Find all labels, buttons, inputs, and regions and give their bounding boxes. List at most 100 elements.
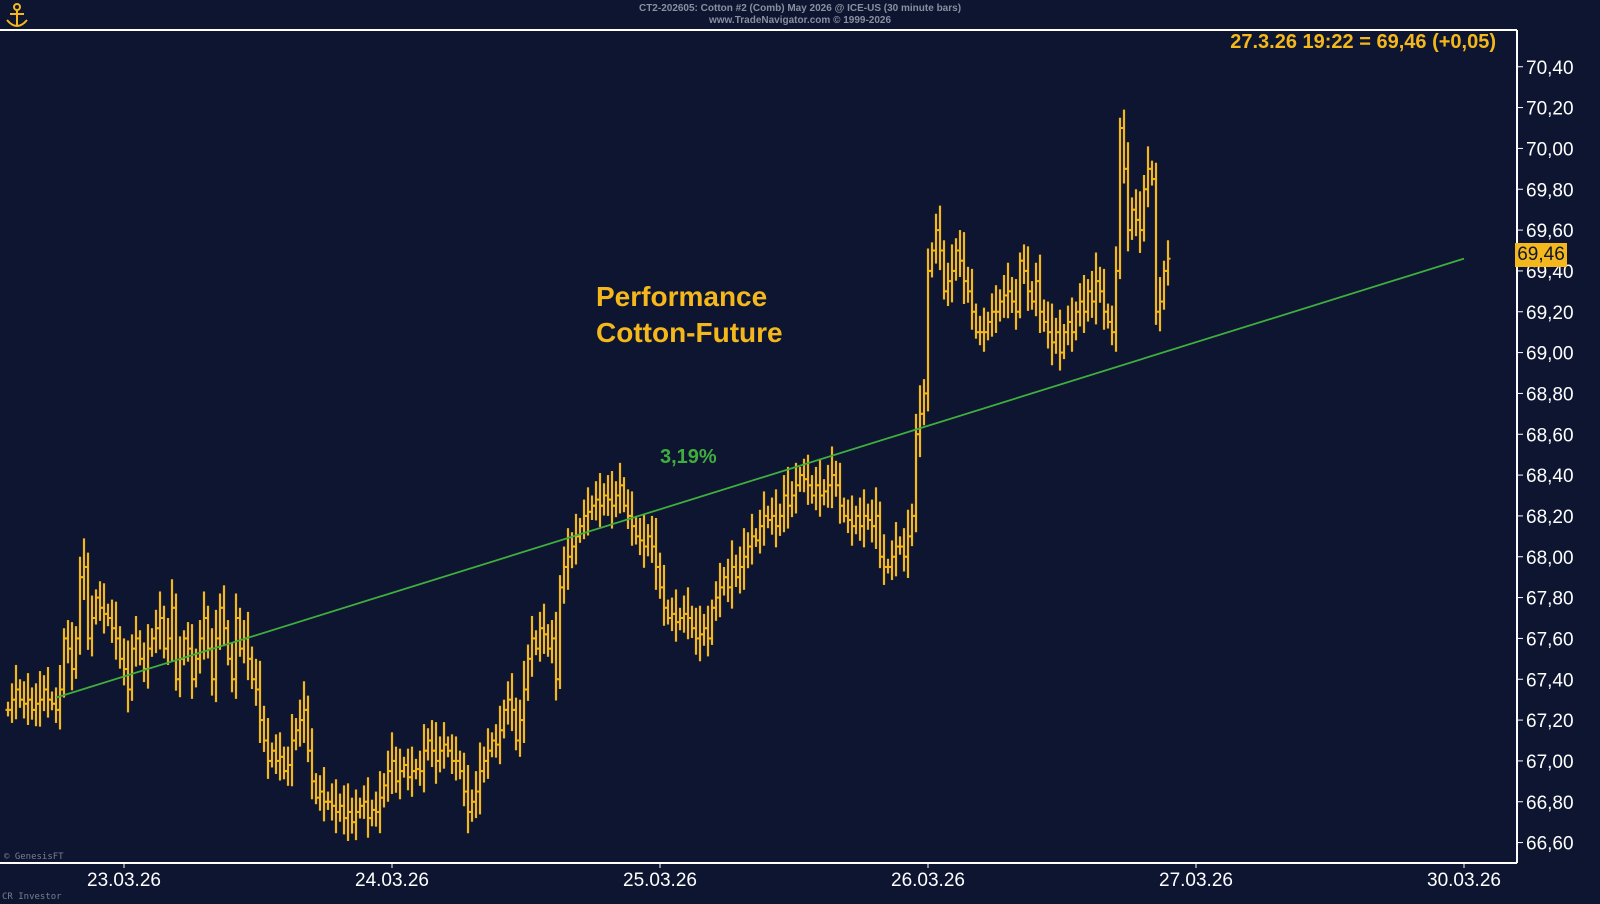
ohlc-bar [1101, 268, 1107, 330]
ohlc-bar [1117, 117, 1123, 280]
ohlc-bar [633, 515, 639, 545]
ohlc-bar [13, 664, 19, 720]
ohlc-bar [285, 746, 291, 786]
ohlc-bar [981, 307, 987, 352]
y-tick-label: 70,40 [1526, 58, 1574, 79]
ohlc-bar [653, 517, 659, 590]
ohlc-bar [349, 797, 355, 834]
ohlc-bar [189, 624, 195, 699]
ohlc-bar [181, 630, 187, 666]
x-tick-label: 23.03.26 [87, 870, 161, 891]
ohlc-bar [845, 499, 851, 534]
ohlc-bar [729, 540, 735, 609]
ohlc-bar [777, 503, 783, 536]
y-tick-label: 68,20 [1526, 507, 1574, 528]
ohlc-bar [29, 687, 35, 720]
ohlc-bar [553, 611, 559, 701]
ohlc-bar [289, 713, 295, 787]
ohlc-bar [81, 538, 87, 601]
ohlc-bar [313, 773, 319, 805]
ohlc-bar [89, 595, 95, 657]
ohlc-bar [501, 699, 507, 739]
ohlc-bar [549, 620, 555, 664]
ohlc-bar [485, 728, 491, 779]
ohlc-bar [105, 603, 111, 627]
ohlc-bar [973, 303, 979, 339]
ohlc-bar [101, 583, 107, 634]
ohlc-bar [937, 205, 943, 271]
ohlc-bar [445, 736, 451, 758]
ohlc-bar [741, 528, 747, 590]
y-tick-label: 69,20 [1526, 303, 1574, 324]
performance-annotation: Performance Cotton-Future [596, 279, 783, 351]
ohlc-bar [1097, 266, 1103, 303]
ohlc-bar [317, 775, 323, 811]
ohlc-bar [397, 748, 403, 800]
ohlc-bar [1073, 301, 1079, 341]
ohlc-bar [849, 495, 855, 546]
ohlc-bar [645, 524, 651, 557]
cr-investor-credit: CR Investor [2, 892, 62, 902]
ohlc-bar [229, 642, 235, 693]
ohlc-bar [1049, 303, 1055, 366]
ohlc-bar [833, 460, 839, 497]
performance-percent-label: 3,19% [660, 446, 717, 468]
y-tick-label: 69,00 [1526, 344, 1574, 365]
y-tick-label: 69,40 [1526, 262, 1574, 283]
ohlc-bar [709, 599, 715, 645]
ohlc-bar [617, 462, 623, 514]
ohlc-bar [809, 475, 815, 504]
ohlc-bar [517, 699, 523, 757]
ohlc-bar [825, 464, 831, 508]
y-tick-label: 69,60 [1526, 221, 1574, 242]
trendline[interactable] [55, 257, 1465, 699]
ohlc-bar [173, 593, 179, 691]
ohlc-bar [93, 589, 99, 625]
ohlc-bar [433, 722, 439, 784]
price-readout: 27.3.26 19:22 = 69,46 (+0,05) [1230, 31, 1496, 53]
ohlc-bar [965, 266, 971, 303]
ohlc-bar [677, 607, 683, 631]
ohlc-bar [1141, 174, 1147, 242]
ohlc-bar [993, 285, 999, 333]
ohlc-bar [1121, 109, 1127, 184]
ohlc-bar [613, 481, 619, 518]
ohlc-bar [673, 589, 679, 642]
ohlc-bar [893, 522, 899, 577]
ohlc-bar [329, 783, 335, 821]
last-price-marker: 69,46 [1515, 243, 1567, 267]
y-tick-label: 66,80 [1526, 793, 1574, 814]
ohlc-bar [257, 660, 263, 743]
ohlc-bar [109, 599, 115, 643]
ohlc-bar [817, 458, 823, 517]
ohlc-bars [5, 109, 1171, 841]
ohlc-bar [497, 705, 503, 765]
ohlc-bar [337, 793, 343, 822]
ohlc-bar [1041, 299, 1047, 332]
ohlc-bar [797, 466, 803, 492]
ohlc-bar [1033, 262, 1039, 317]
ohlc-bar [889, 540, 895, 581]
ohlc-bar [525, 644, 531, 701]
ohlc-bar [1061, 324, 1067, 360]
ohlc-bar [393, 746, 399, 793]
ohlc-bar [961, 232, 967, 304]
ohlc-bar [913, 413, 919, 533]
ohlc-bar [901, 528, 907, 572]
ohlc-bar [141, 642, 147, 683]
ohlc-bar [917, 385, 923, 458]
ohlc-bar [405, 748, 411, 791]
y-tick-label: 69,80 [1526, 180, 1574, 201]
ohlc-bar [1093, 252, 1099, 325]
ohlc-bar [365, 777, 371, 838]
ohlc-bar [661, 564, 667, 626]
ohlc-bar [265, 718, 271, 779]
ohlc-bar [533, 630, 539, 656]
ohlc-bar [1165, 240, 1171, 286]
y-tick-label: 68,00 [1526, 548, 1574, 569]
ohlc-bar [321, 767, 327, 822]
ohlc-bar [985, 311, 991, 341]
ohlc-bar [1057, 309, 1063, 371]
ohlc-bar [733, 554, 739, 587]
